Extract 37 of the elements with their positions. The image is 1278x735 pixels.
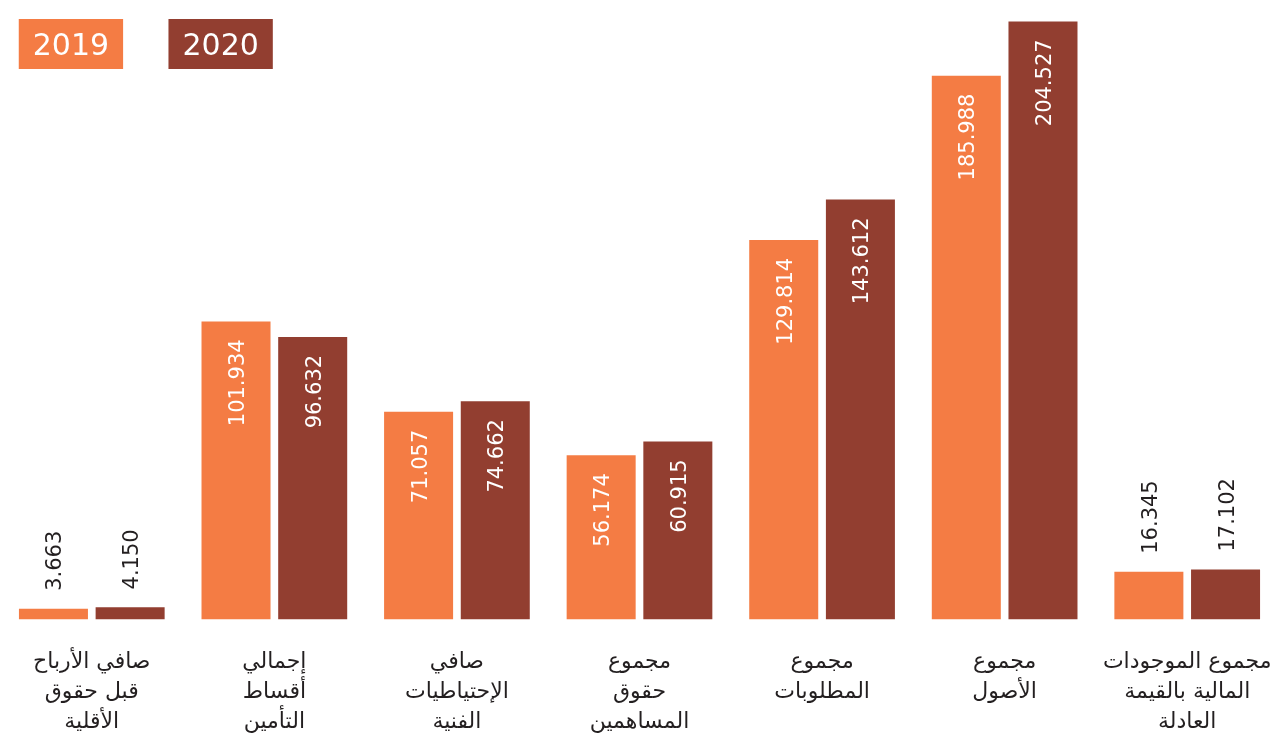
bar: [18, 608, 88, 620]
data-label: 16.345: [1137, 480, 1162, 554]
text: 2019: [32, 27, 110, 63]
data-label: 4.150: [119, 529, 144, 590]
data-label: 204.527: [1031, 39, 1056, 127]
text: 2020: [182, 27, 259, 63]
bar: [1191, 569, 1261, 620]
data-label: 74.662: [484, 419, 509, 493]
bar: [201, 321, 271, 620]
bar: [566, 455, 636, 620]
bar: [95, 607, 165, 620]
x-tick-label: صافي الإحتياطيات الفنية: [405, 647, 509, 733]
bar: [1114, 571, 1184, 620]
data-label: 185.988: [955, 93, 980, 181]
data-label: 3.663: [42, 530, 67, 591]
x-tick-label: مجموع المطلوبات: [774, 647, 870, 703]
data-label: 143.612: [849, 217, 874, 305]
bar: [278, 336, 348, 620]
data-label: 71.057: [407, 429, 432, 504]
x-tick-label: مجموع الأصول: [972, 647, 1037, 703]
x-tick-label: صافي الأرباح قبل حقوق الأقلية: [33, 646, 151, 733]
bar: [384, 411, 454, 620]
data-label: 101.934: [225, 339, 250, 427]
bar: [460, 401, 530, 620]
x-tick-label: مجموع حقوق المساهمين: [589, 647, 690, 733]
x-tick-label: إجمالي أقساط التأمين: [242, 647, 307, 733]
data-label: 17.102: [1214, 478, 1239, 552]
bar: [931, 75, 1001, 620]
bar: [749, 239, 819, 620]
data-label: 56.174: [590, 473, 615, 547]
bar: [643, 441, 713, 620]
bar: [1008, 21, 1078, 620]
bar: [825, 199, 895, 620]
data-label: 60.915: [666, 459, 691, 533]
data-label: 129.814: [772, 257, 797, 345]
x-tick-label: مجموع الموجودات المالية بالقيمة العادلة: [1102, 647, 1272, 733]
data-label: 96.632: [301, 354, 326, 429]
